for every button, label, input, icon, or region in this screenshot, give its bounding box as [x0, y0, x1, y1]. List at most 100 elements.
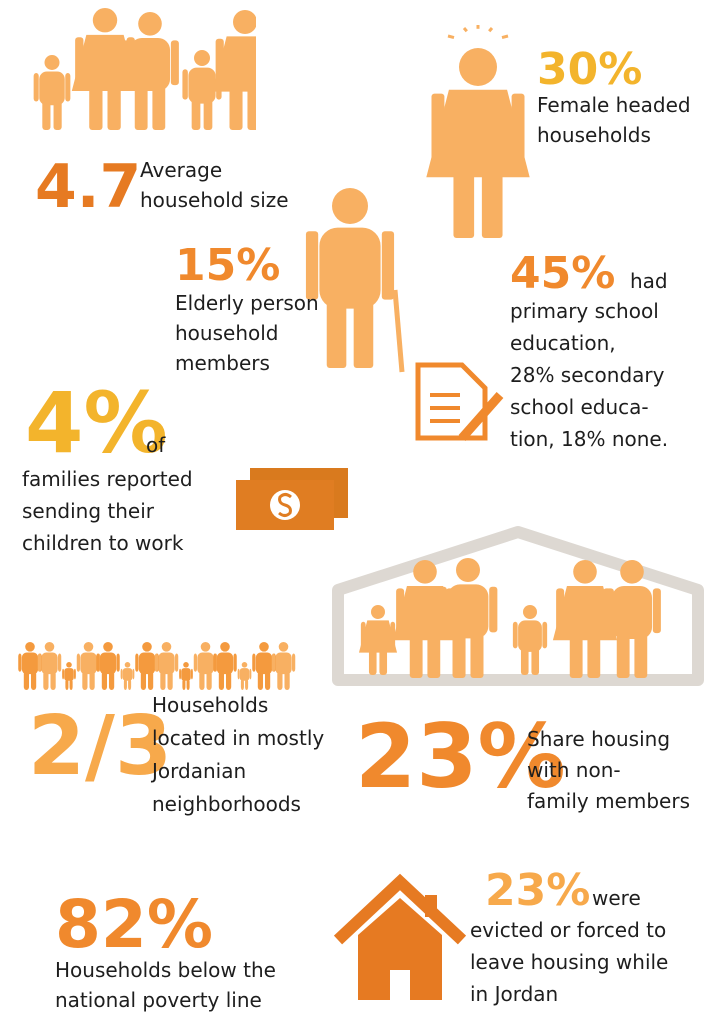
person-leg — [284, 670, 290, 690]
stat-number: 45% — [510, 248, 615, 299]
person-head — [92, 8, 118, 33]
person-arm — [603, 588, 612, 634]
person-leg — [206, 670, 212, 690]
person-leg — [107, 81, 121, 130]
person-arm — [76, 653, 81, 672]
person-leg — [69, 678, 73, 690]
person-body — [41, 652, 58, 675]
person-body — [255, 652, 273, 675]
person-head — [183, 662, 189, 668]
person-leg — [409, 630, 423, 678]
elderly-icon — [305, 188, 405, 373]
person-leg — [257, 670, 264, 690]
house-roof — [333, 873, 467, 945]
person-leg — [199, 670, 205, 690]
stat-number: 15% — [175, 240, 280, 291]
document-icon — [415, 362, 504, 441]
roof — [332, 526, 704, 686]
person-head — [413, 560, 437, 584]
person-arm — [215, 38, 224, 85]
person-body — [188, 67, 216, 104]
person-arm — [62, 668, 65, 680]
stat-number: 82% — [55, 886, 213, 963]
person-leg — [186, 678, 190, 690]
person-leg — [453, 162, 475, 238]
person-leg — [277, 670, 283, 690]
stat-description: education, — [510, 331, 616, 355]
person-leg — [470, 630, 484, 678]
stat-description: Female headed — [537, 93, 691, 117]
person-leg — [353, 296, 374, 368]
person-leg — [23, 670, 30, 690]
person-arm — [652, 588, 661, 634]
person-head — [200, 642, 211, 652]
person-arm — [213, 653, 217, 672]
house-wall — [358, 898, 442, 1000]
person-arm — [170, 40, 179, 86]
person-arm — [249, 668, 252, 680]
person-body — [518, 620, 542, 652]
people-row-icon — [18, 642, 296, 690]
person-arm — [121, 40, 130, 86]
person-leg — [152, 82, 166, 130]
stat-description: Average — [140, 158, 222, 182]
stat-description: neighborhoods — [152, 792, 301, 816]
female-icon — [426, 25, 530, 238]
person-leg — [225, 670, 232, 690]
person-arm — [182, 69, 188, 100]
person-arm — [512, 621, 518, 649]
person-head — [194, 50, 210, 66]
person-leg — [30, 670, 37, 690]
stat-description: national poverty line — [55, 988, 262, 1012]
family-icon — [33, 0, 296, 135]
ray — [462, 27, 468, 33]
money-icon — [236, 468, 348, 530]
person-head — [523, 605, 537, 619]
stat-description: in Jordan — [470, 982, 558, 1006]
person-body — [319, 227, 381, 309]
person-arm — [75, 37, 84, 84]
person-arm — [390, 621, 396, 649]
person-body — [80, 652, 97, 675]
stat-description: families reported — [22, 467, 193, 491]
person-head — [66, 662, 72, 668]
person-arm — [381, 231, 395, 300]
person-arm — [65, 73, 71, 102]
person-leg — [108, 670, 115, 690]
person-head — [241, 662, 248, 668]
person-leg — [427, 630, 441, 678]
pencil — [458, 392, 504, 441]
stat: 23%Share housing with non-family members — [355, 705, 690, 813]
person-leg — [101, 670, 108, 690]
person-leg — [65, 678, 69, 690]
person-arm — [542, 621, 548, 649]
person-arm — [233, 653, 237, 672]
person-arm — [489, 586, 498, 633]
person-leg — [182, 678, 186, 690]
person-leg — [203, 98, 213, 130]
person-arm — [193, 653, 198, 672]
person-head — [44, 55, 60, 70]
stat-suffix: of — [146, 433, 166, 457]
stat-description: Households below the — [55, 958, 276, 982]
person-arm — [37, 653, 42, 672]
stat-number: 23% — [355, 705, 566, 808]
person-head — [278, 642, 289, 652]
person-body — [239, 668, 250, 681]
person-leg — [191, 98, 201, 130]
person-body — [552, 585, 618, 641]
person-leg — [140, 670, 147, 690]
stat-description: household size — [140, 188, 289, 212]
person-head — [138, 11, 162, 36]
cane — [392, 289, 405, 373]
person-leg — [569, 630, 583, 678]
person-arm — [174, 653, 179, 672]
person-leg — [123, 678, 127, 690]
person-leg — [531, 647, 540, 675]
stat-description: children to work — [22, 531, 184, 555]
person-arm — [305, 231, 319, 300]
person-arm — [271, 653, 276, 672]
person-leg — [264, 670, 271, 690]
person-arm — [33, 73, 39, 102]
